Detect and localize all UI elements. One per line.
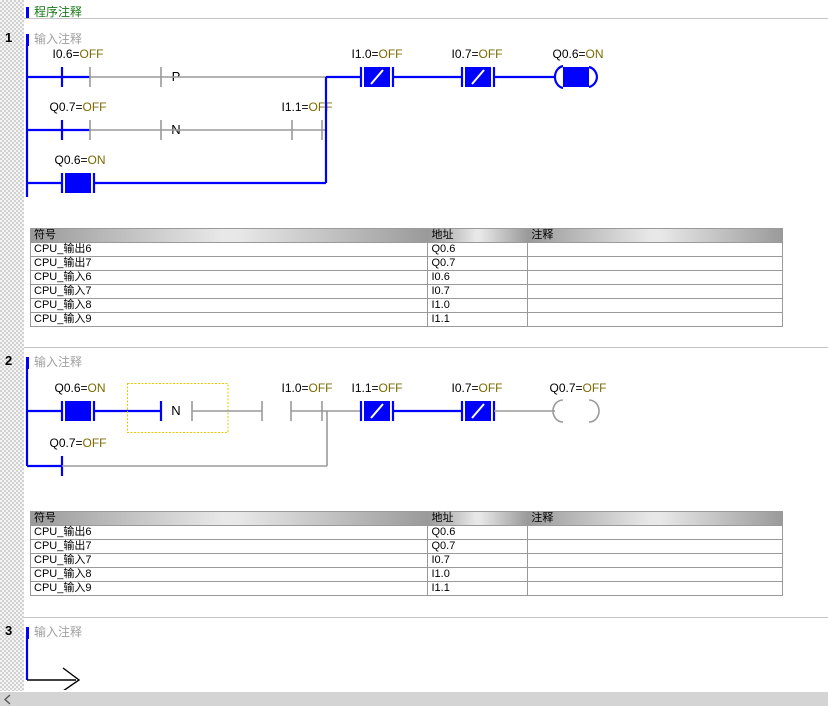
svg-text:Q0.6=ON: Q0.6=ON	[552, 47, 603, 61]
svg-text:N: N	[171, 403, 180, 418]
svg-text:I0.6=OFF: I0.6=OFF	[52, 47, 103, 61]
svg-text:I1.1=OFF: I1.1=OFF	[351, 381, 402, 395]
svg-text:Q0.7=OFF: Q0.7=OFF	[49, 436, 106, 450]
svg-text:Q0.6=ON: Q0.6=ON	[54, 381, 105, 395]
svg-text:Q0.7=OFF: Q0.7=OFF	[49, 100, 106, 114]
svg-text:I1.0=OFF: I1.0=OFF	[351, 47, 402, 61]
svg-text:I0.7=OFF: I0.7=OFF	[451, 47, 502, 61]
svg-text:I1.1=OFF: I1.1=OFF	[281, 100, 332, 114]
svg-text:I1.0=OFF: I1.0=OFF	[281, 381, 332, 395]
svg-text:Q0.7=OFF: Q0.7=OFF	[549, 381, 606, 395]
svg-text:Q0.6=ON: Q0.6=ON	[54, 153, 105, 167]
svg-text:I0.7=OFF: I0.7=OFF	[451, 381, 502, 395]
